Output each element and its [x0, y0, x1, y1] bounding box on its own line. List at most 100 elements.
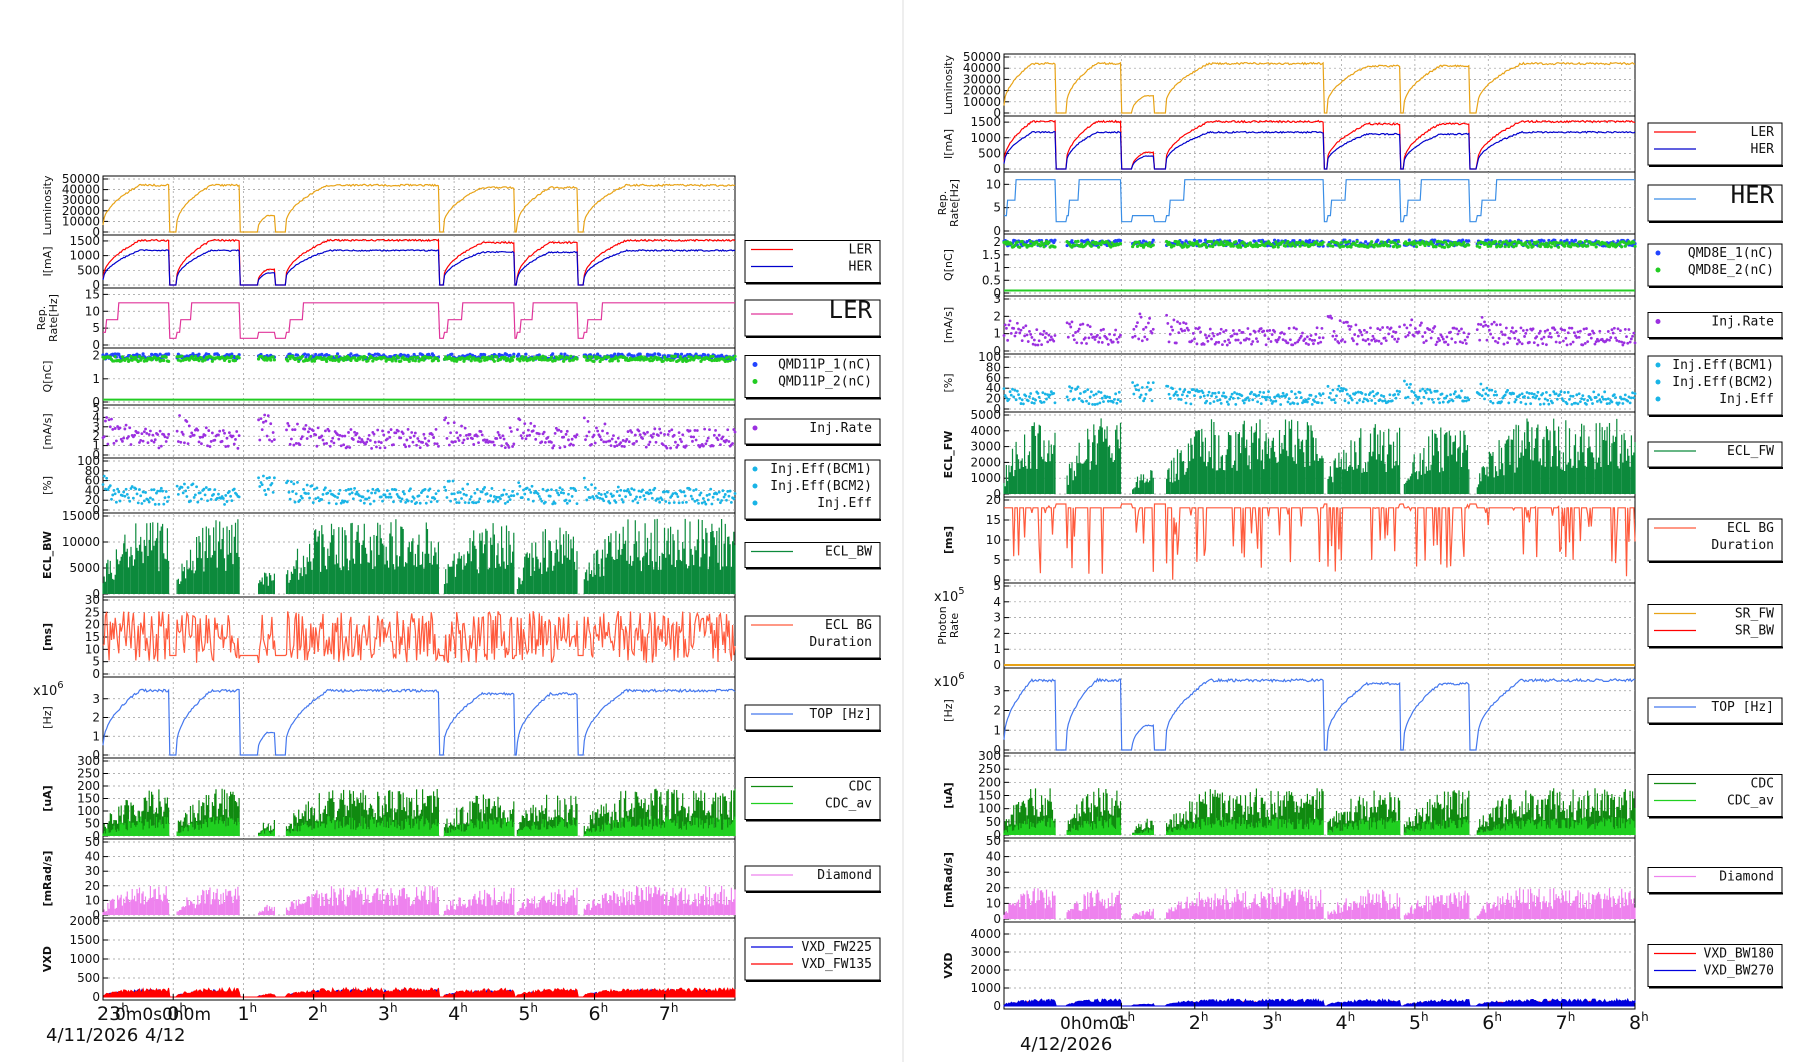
data-point [119, 359, 123, 363]
data-point [504, 352, 509, 357]
data-point [1543, 329, 1547, 333]
data-point [478, 497, 482, 501]
data-point [1177, 331, 1181, 335]
data-point [733, 492, 737, 495]
data-point [263, 413, 267, 417]
data-point [1502, 240, 1506, 244]
legend-label: CDC_av [1727, 794, 1774, 809]
data-point [151, 498, 155, 501]
data-point [1151, 243, 1155, 247]
y-tick-label: 1 [92, 372, 100, 386]
data-point [1109, 245, 1113, 249]
data-point [1437, 397, 1440, 401]
data-point [370, 447, 373, 450]
data-point [695, 498, 699, 502]
data-point [1478, 393, 1482, 396]
y-tick-label: 10 [986, 533, 1001, 547]
y-tick-label: 2 [92, 711, 100, 725]
data-point [1578, 329, 1582, 333]
data-point [356, 440, 360, 444]
data-point [646, 430, 649, 434]
data-point [1228, 241, 1232, 245]
data-point [217, 492, 220, 496]
data-point [1166, 384, 1170, 388]
data-point [347, 431, 350, 434]
data-point [296, 422, 299, 426]
panel-frame [1003, 921, 1636, 1010]
data-point [1387, 244, 1391, 248]
y-axis-label: [ms] [41, 623, 54, 651]
data-point [443, 485, 446, 489]
data-point [704, 442, 708, 446]
data-point [1605, 338, 1609, 342]
data-point [546, 488, 550, 492]
data-point [164, 490, 168, 493]
data-point [1620, 397, 1624, 401]
data-point [456, 436, 460, 440]
y-tick-label: 150 [978, 789, 1001, 803]
data-point [461, 487, 465, 491]
data-point [1355, 239, 1359, 244]
data-point [309, 354, 313, 359]
data-point [1565, 241, 1569, 245]
legend-label: QMD8E_2(nC) [1688, 263, 1774, 278]
data-point [1207, 334, 1211, 338]
data-point [147, 500, 151, 504]
data-point [1032, 401, 1036, 405]
panel-inje: 020406080100[%]Inj.Eff(BCM1)Inj.Eff(BCM2… [942, 350, 1783, 417]
data-point [1328, 244, 1333, 248]
data-point [698, 355, 702, 360]
data-point [1296, 402, 1300, 406]
data-point [1087, 336, 1091, 340]
legend-box [1647, 518, 1783, 562]
data-point [1500, 330, 1503, 334]
data-point [1251, 398, 1255, 402]
data-point [1405, 383, 1409, 386]
data-point [123, 427, 127, 431]
data-point [1295, 327, 1298, 331]
data-point [666, 490, 670, 494]
data-point [499, 497, 502, 501]
data-point [717, 490, 721, 494]
y-tick-label: 80 [85, 464, 100, 478]
data-point [1350, 337, 1354, 340]
data-point [119, 437, 123, 441]
data-point [1151, 381, 1155, 385]
legend-label: Duration [809, 635, 872, 650]
data-point [626, 487, 630, 491]
data-point [377, 489, 381, 493]
data-point [1433, 238, 1437, 242]
data-point [1180, 329, 1184, 333]
series-top [1003, 677, 1636, 751]
data-point [417, 494, 421, 498]
data-point [233, 358, 238, 363]
series-rep_ler [103, 302, 735, 339]
data-point [320, 352, 324, 356]
data-point [461, 356, 465, 360]
series-rep_her [1004, 179, 1635, 223]
data-point [1552, 240, 1556, 245]
data-point [1462, 331, 1466, 335]
data-point [365, 497, 369, 501]
data-point [1576, 244, 1580, 248]
data-point [620, 498, 624, 501]
data-point [1108, 332, 1111, 336]
data-point [1588, 332, 1592, 336]
data-point [1422, 341, 1426, 344]
data-point [1006, 338, 1010, 342]
data-point [1582, 327, 1586, 331]
data-point [665, 446, 669, 450]
data-point [648, 440, 652, 444]
legend-marker [752, 466, 758, 472]
data-point [568, 499, 572, 503]
data-point [728, 359, 732, 363]
data-point [720, 499, 724, 502]
data-point [647, 492, 651, 496]
data-point [338, 433, 342, 437]
data-point [293, 500, 297, 504]
data-point [1203, 238, 1208, 242]
data-point [1355, 342, 1359, 346]
data-point [1497, 337, 1501, 340]
